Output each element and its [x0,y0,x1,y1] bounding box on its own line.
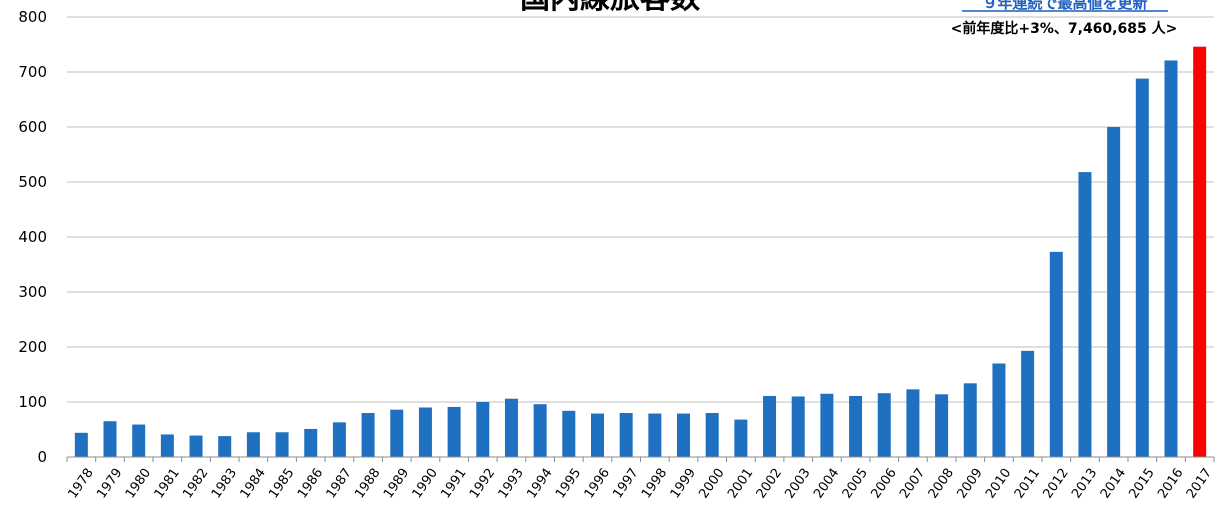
bar [447,406,461,457]
bar [648,413,662,457]
x-tick-label: 1988 [352,466,383,502]
x-tick-label: 1998 [639,466,670,502]
x-tick-label: 2009 [954,466,985,502]
bar [1107,127,1121,457]
y-tick-label: 0 [37,448,47,466]
y-tick-label: 500 [18,173,47,191]
bar [533,404,547,457]
y-tick-labels: 0 100 200 300 400 500 600 700 800 [18,8,47,466]
x-tick-label: 1989 [381,466,412,502]
x-tick-label: 1996 [582,466,613,502]
x-tick-label: 1991 [438,466,469,502]
bar [246,432,260,457]
x-tick-label: 1981 [152,466,183,502]
y-tick-label: 200 [18,338,47,356]
bar [791,396,805,457]
bar [705,413,719,457]
bar [734,419,748,457]
bar [619,413,633,457]
x-tick-label: 1987 [324,466,355,502]
bar [189,435,203,457]
y-tick-label: 800 [18,8,47,26]
bar [74,432,88,457]
x-tick-label: 2000 [696,466,727,502]
x-tick-label: 1978 [66,466,97,502]
bar [1078,172,1092,457]
bar-highlight [1193,46,1207,457]
bar [877,393,891,457]
x-tick-label: 1982 [180,466,211,502]
x-tick-label: 2004 [811,466,842,502]
x-tick-label: 2008 [926,466,957,502]
bar [332,422,346,457]
x-tick-label: 1983 [209,466,240,502]
x-tick-label: 1997 [610,466,641,502]
x-tick-label: 1993 [496,466,527,502]
bar [1164,60,1178,457]
bar [476,402,490,457]
x-tick-label: 2003 [782,466,813,502]
y-tick-label: 400 [18,228,47,246]
chart-title: 国内線旅客数 [520,0,701,16]
x-tick-label: 1979 [94,466,125,502]
x-tick-label: 2013 [1069,466,1100,502]
axes [66,456,1215,462]
bar [390,409,404,457]
bar [1021,350,1035,457]
y-tick-label: 600 [18,118,47,136]
x-tick-label: 2001 [725,466,756,502]
x-tick-label: 2017 [1184,466,1215,502]
bar [1135,78,1149,457]
x-tick-label: 2012 [1041,466,1072,502]
gridlines [67,16,1214,403]
x-tick-label: 2015 [1127,466,1158,502]
x-tick-labels: 1978197919801981198219831984198519861987… [66,466,1216,502]
bar [361,413,375,457]
bar [992,363,1006,457]
bar [103,421,117,457]
bar [218,436,232,457]
bar [160,434,174,457]
x-tick-label: 1990 [410,466,441,502]
y-tick-label: 700 [18,63,47,81]
bar [275,432,289,457]
bar [418,407,432,457]
bar [562,410,576,457]
annotation-line-2: <前年度比+3%、7,460,685 人> [951,20,1178,37]
bar [849,395,863,457]
y-tick-label: 300 [18,283,47,301]
x-tick-label: 2016 [1155,466,1186,502]
bar [1049,251,1063,457]
x-tick-label: 1999 [668,466,699,502]
bars [74,46,1207,457]
bar [504,398,518,457]
bar [820,393,834,457]
bar [590,413,604,457]
x-tick-label: 2011 [1012,466,1043,502]
bar [677,413,691,457]
bar [132,424,146,457]
bar [304,428,318,457]
x-tick-label: 2007 [897,466,928,502]
x-tick-label: 1985 [266,466,297,502]
x-tick-label: 1992 [467,466,498,502]
annotation-line-1: ９年連続で最高値を更新 [982,0,1147,12]
bar [763,395,777,457]
x-tick-label: 2006 [868,466,899,502]
bar [906,389,920,457]
x-tick-label: 1995 [553,466,584,502]
x-tick-label: 1984 [238,466,269,502]
x-tick-label: 2005 [840,466,871,502]
x-tick-label: 2002 [754,466,785,502]
bar [935,394,949,457]
bar [963,383,977,457]
x-tick-label: 2010 [983,466,1014,502]
x-tick-label: 1994 [524,466,555,502]
x-tick-label: 2014 [1098,466,1129,502]
x-tick-label: 1986 [295,466,326,502]
y-tick-label: 100 [18,393,47,411]
x-tick-label: 1980 [123,466,154,502]
